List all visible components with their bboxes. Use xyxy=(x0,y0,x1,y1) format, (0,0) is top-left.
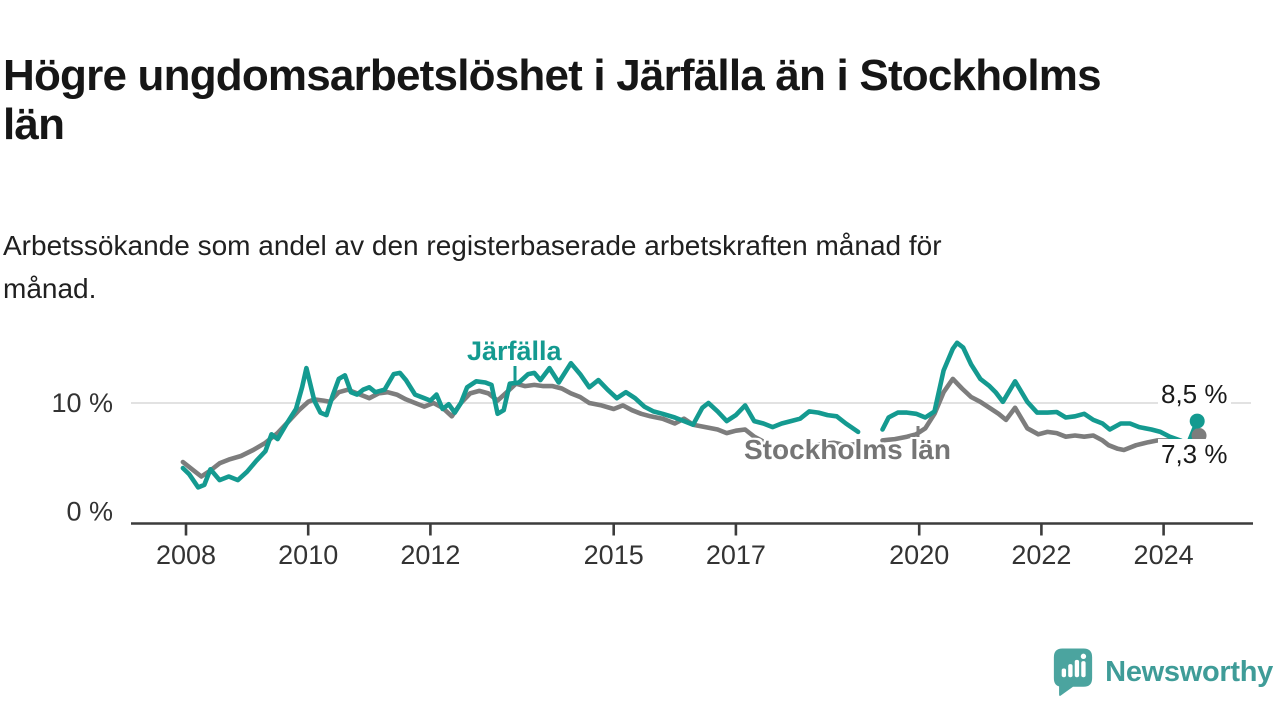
page-title: Högre ungdomsarbetslöshet i Järfälla än … xyxy=(3,51,1273,149)
series-line-stockholms-lan-seg2 xyxy=(880,376,1202,453)
y-tick-label-10-percent: 10 % xyxy=(51,388,113,418)
end-value-label-jarfalla: 8,5 % xyxy=(1158,379,1231,410)
series-line-jarfalla-seg1 xyxy=(180,360,861,490)
x-tick-label-2012: 2012 xyxy=(400,540,460,570)
x-tick-label-2015: 2015 xyxy=(584,540,644,570)
x-tick-label-2017: 2017 xyxy=(706,540,766,570)
chart-subtitle-line1: Arbetssökande som andel av den registerb… xyxy=(3,230,942,261)
series-line-jarfalla-seg2 xyxy=(880,340,1200,447)
series-label-jarfalla: Järfälla xyxy=(467,336,562,366)
newsworthy-logo-text: Newsworthy xyxy=(1105,655,1273,688)
end-dot-jarfalla xyxy=(1189,413,1205,429)
chart-subtitle: Arbetssökande som andel av den registerb… xyxy=(3,224,1223,310)
page-title-line1: Högre ungdomsarbetslöshet i Järfälla än … xyxy=(3,51,1102,101)
series-label-stockholms-lan: Stockholms län xyxy=(744,434,951,465)
newsworthy-branding: Newsworthy xyxy=(1053,646,1273,698)
x-tick-label-2010: 2010 xyxy=(278,540,338,570)
end-value-label-stockholms-lan: 7,3 % xyxy=(1158,439,1231,470)
page-title-line2: län xyxy=(3,100,65,150)
chart-subtitle-line2: månad. xyxy=(3,273,97,304)
y-tick-label-0-percent: 0 % xyxy=(66,497,113,527)
x-tick-label-2008: 2008 xyxy=(156,540,216,570)
x-tick-label-2024: 2024 xyxy=(1134,540,1194,570)
newsworthy-logo-icon xyxy=(1054,648,1093,696)
x-tick-label-2020: 2020 xyxy=(889,540,949,570)
x-tick-label-2022: 2022 xyxy=(1011,540,1071,570)
